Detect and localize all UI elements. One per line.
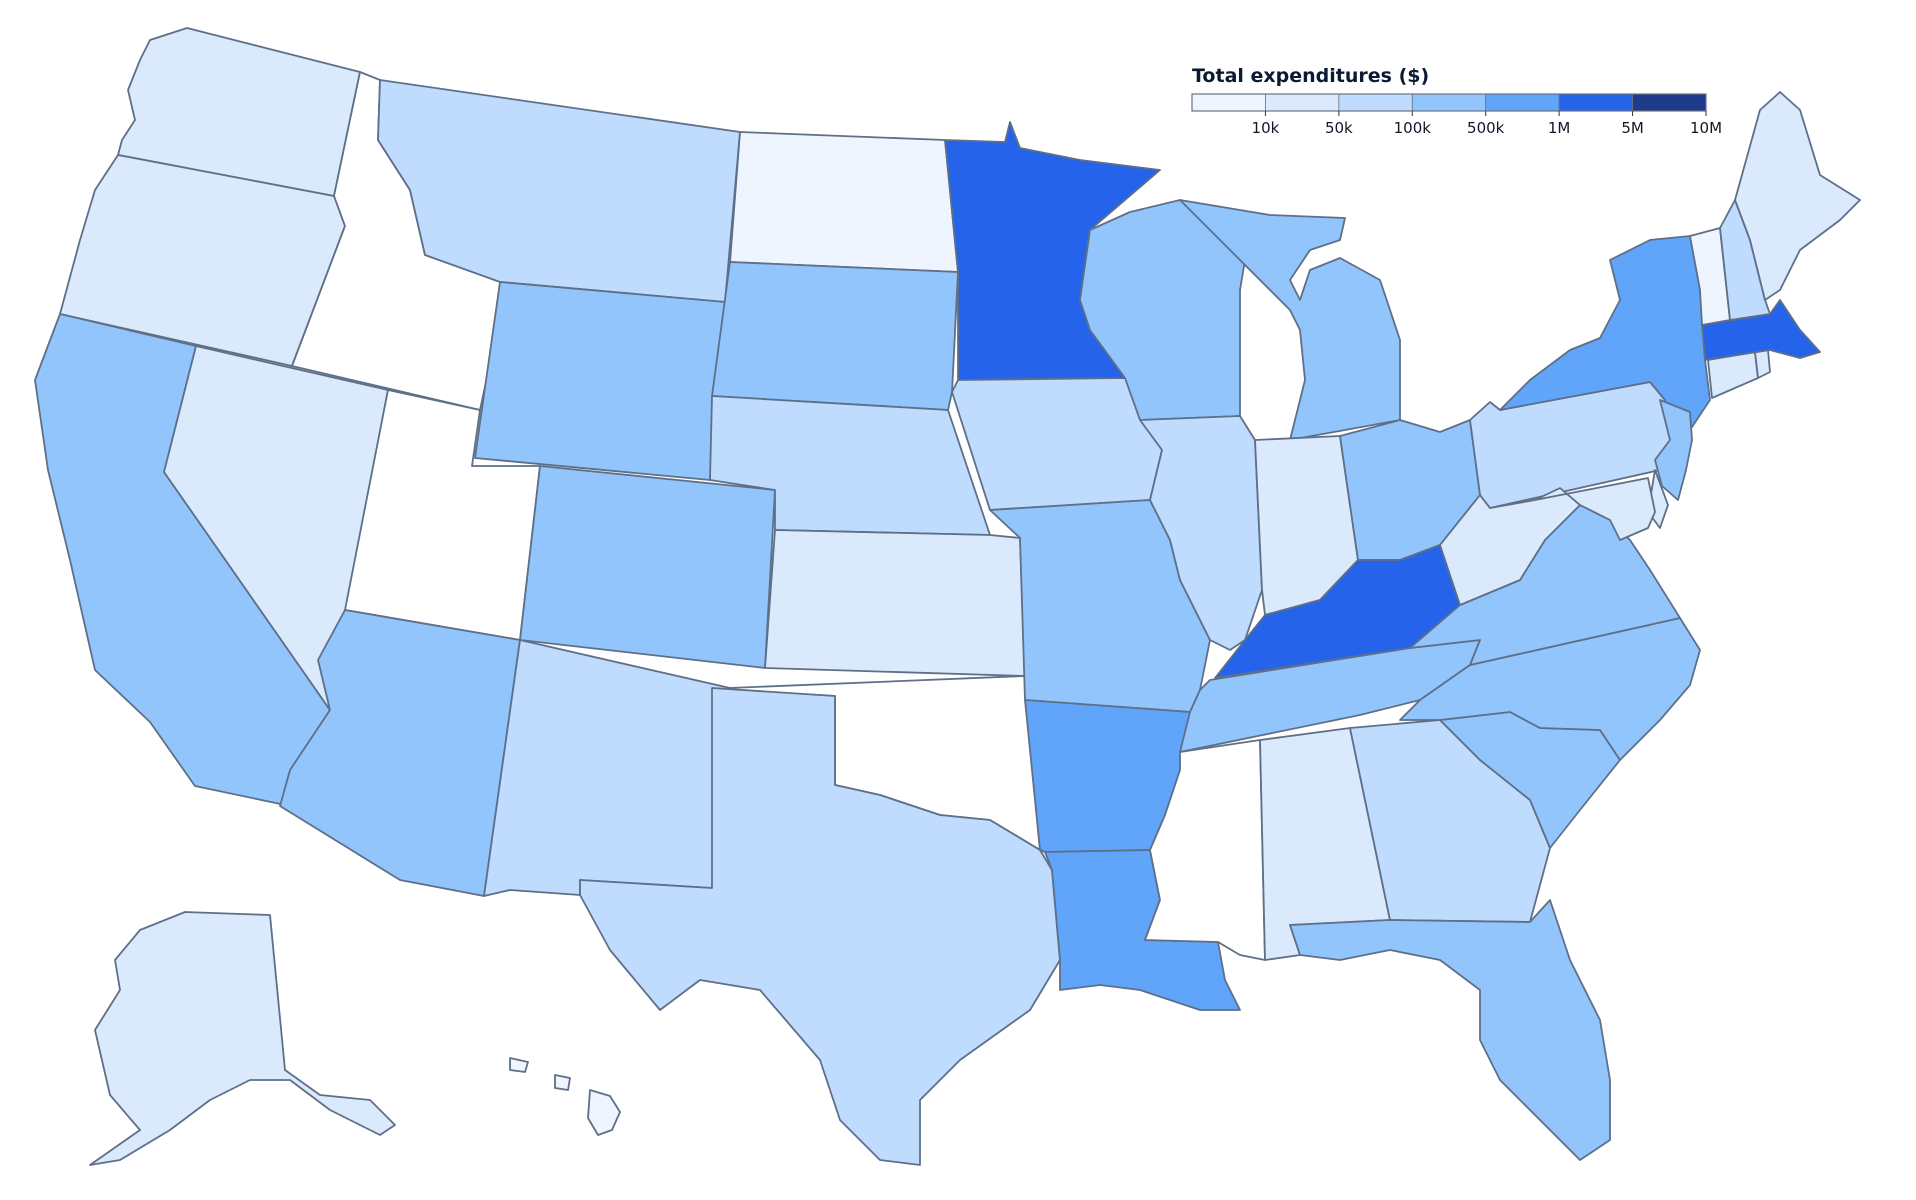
legend-tick-label: 10M — [1690, 119, 1722, 137]
states-layer — [34, 27, 1861, 1166]
legend-swatch — [1632, 93, 1707, 112]
legend-title: Total expenditures ($) — [1192, 65, 1429, 87]
legend-swatch — [1338, 93, 1413, 112]
state-hawaii[interactable] — [509, 1057, 621, 1136]
state-new-mexico[interactable] — [483, 639, 731, 897]
legend: Total expenditures ($) 10k 50k 100k 500k 1M 5… — [1191, 65, 1722, 137]
legend-swatch — [1485, 93, 1560, 112]
state-rhode-island[interactable] — [1754, 349, 1771, 379]
legend-frame — [1191, 93, 1707, 112]
state-vermont[interactable] — [1689, 227, 1731, 326]
state-north-dakota[interactable] — [729, 131, 959, 273]
legend-swatch — [1411, 93, 1487, 112]
legend-tick-label: 5M — [1621, 119, 1644, 137]
legend-tick-label: 100k — [1394, 119, 1432, 137]
legend-swatch — [1191, 93, 1266, 112]
legend-swatch — [1265, 93, 1340, 112]
state-south-dakota[interactable] — [711, 261, 959, 411]
legend-swatch — [1558, 93, 1633, 112]
state-maine[interactable] — [1734, 91, 1861, 301]
legend-tick-label: 1M — [1548, 119, 1571, 137]
state-new-jersey[interactable] — [1654, 399, 1693, 501]
legend-color-scale — [1191, 93, 1707, 112]
state-maryland[interactable] — [1534, 477, 1656, 541]
state-illinois[interactable] — [1139, 415, 1263, 651]
state-texas[interactable] — [579, 687, 1061, 1166]
legend-tick-label: 50k — [1325, 119, 1353, 137]
state-michigan[interactable] — [1179, 199, 1401, 441]
state-florida[interactable] — [1289, 899, 1611, 1161]
state-wyoming[interactable] — [474, 281, 726, 481]
state-massachusetts[interactable] — [1701, 299, 1821, 361]
state-iowa[interactable] — [951, 377, 1163, 511]
legend-tick-label: 500k — [1467, 119, 1505, 137]
legend-ticks: 10k 50k 100k 500k 1M 5M 10M — [1252, 111, 1722, 137]
state-kansas[interactable] — [764, 529, 1026, 677]
state-alaska[interactable] — [89, 911, 396, 1166]
state-colorado[interactable] — [519, 465, 776, 669]
legend-tick-label: 10k — [1252, 119, 1280, 137]
